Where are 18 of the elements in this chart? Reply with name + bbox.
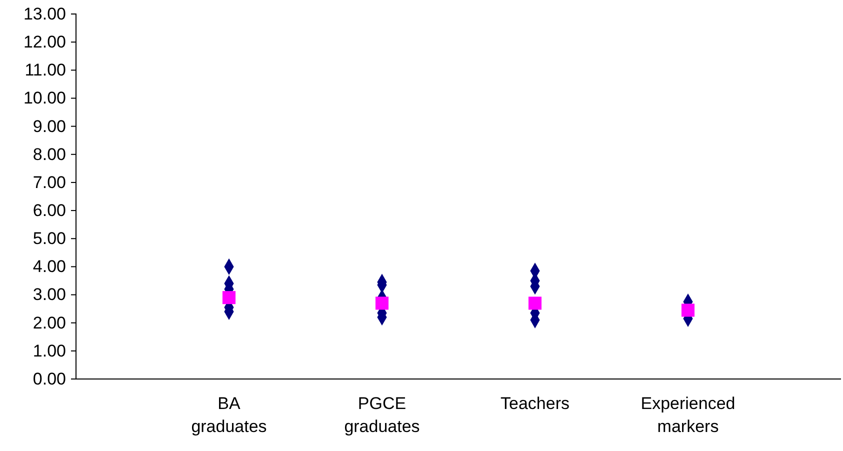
y-tick-label: 0.00	[32, 369, 66, 388]
x-tick-label: PGCE graduates	[344, 394, 420, 436]
y-tick-label: 5.00	[32, 229, 66, 248]
y-tick-label: 11.00	[24, 60, 66, 80]
y-tick-label: 7.00	[32, 172, 66, 192]
y-tick-label: 4.00	[32, 257, 66, 276]
y-tick-label: 10.00	[23, 88, 66, 108]
y-tick-label: 9.00	[32, 116, 66, 136]
y-tick-label: 12.00	[23, 32, 66, 52]
x-tick-label: Teachers	[500, 394, 570, 413]
y-tick-label: 6.00	[32, 200, 66, 220]
y-tick-label: 13.00	[23, 4, 66, 24]
y-tick-label: 3.00	[32, 285, 66, 304]
x-tick-label: Experienced markers	[640, 394, 736, 436]
x-tick-label: BA graduates	[191, 394, 267, 436]
y-tick-label: 8.00	[32, 144, 66, 164]
y-tick-label: 2.00	[32, 313, 66, 332]
y-tick-label: 1.00	[32, 341, 66, 360]
